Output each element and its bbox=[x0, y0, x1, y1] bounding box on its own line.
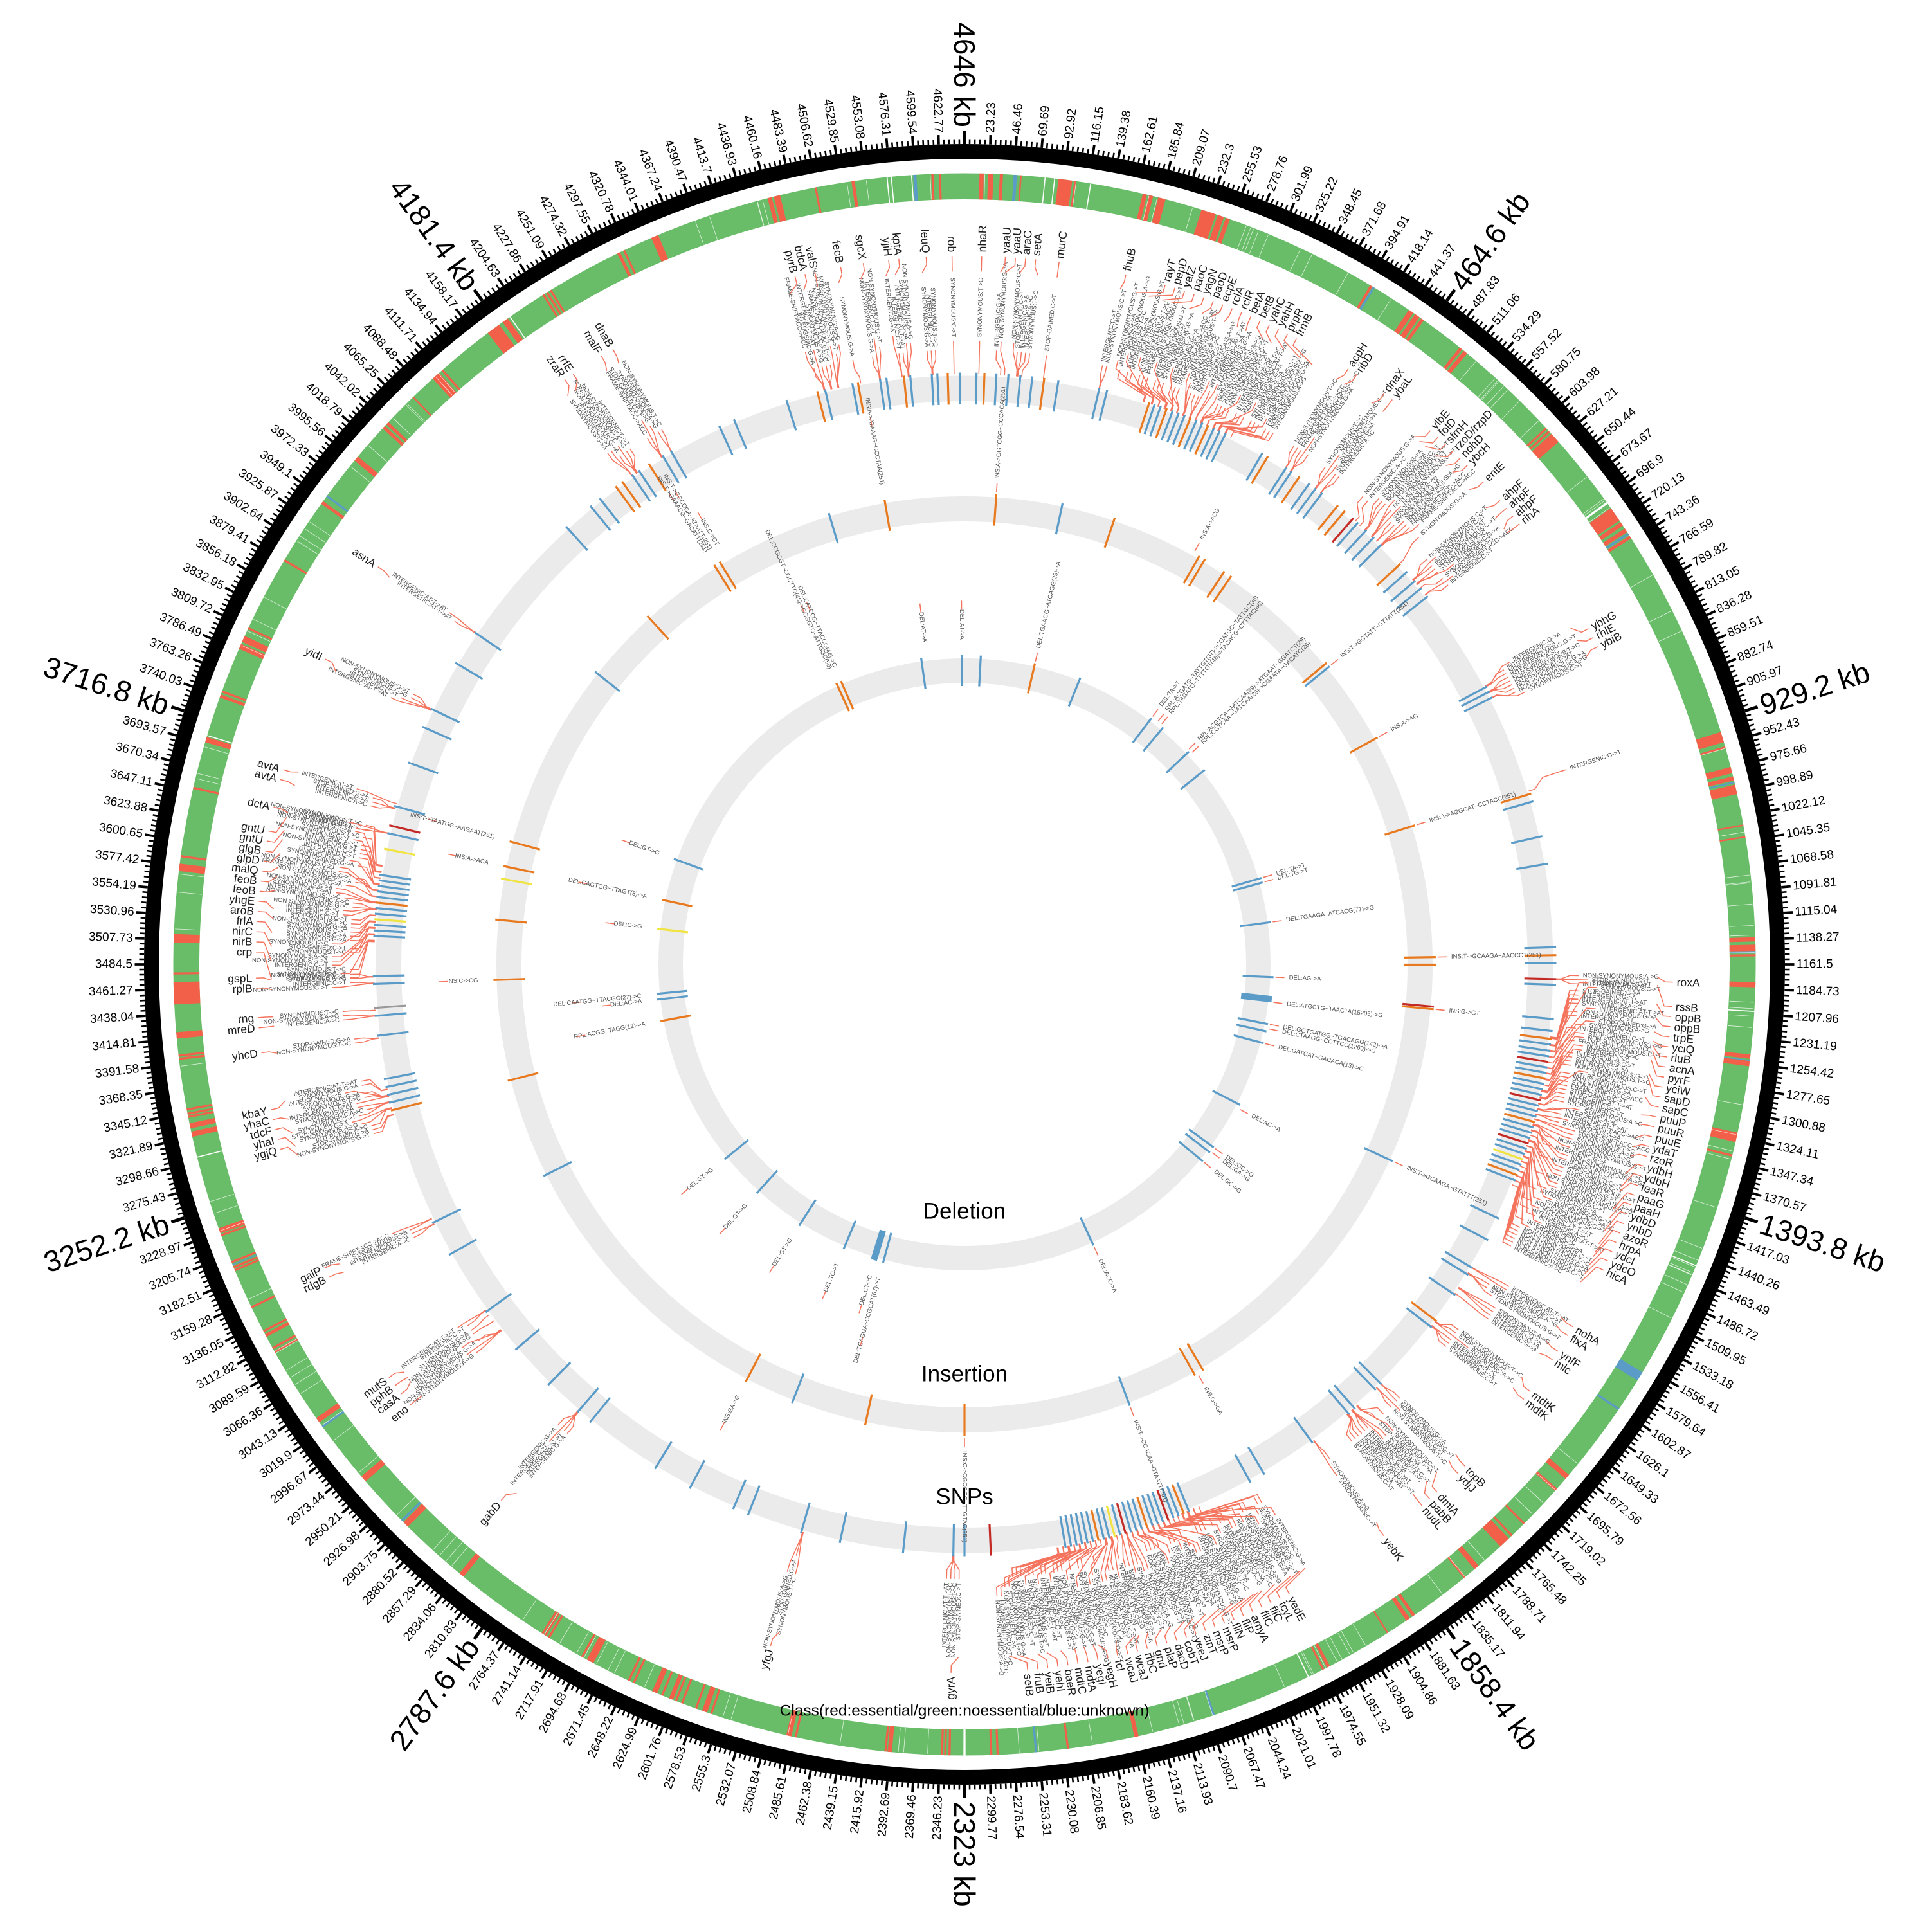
svg-text:DEL:AG->A: DEL:AG->A bbox=[1289, 974, 1321, 982]
svg-text:2369.46: 2369.46 bbox=[903, 1794, 919, 1839]
svg-text:roxA: roxA bbox=[1676, 976, 1700, 989]
svg-text:2299.77: 2299.77 bbox=[984, 1796, 999, 1840]
svg-text:rng: rng bbox=[237, 1011, 255, 1025]
svg-text:23.23: 23.23 bbox=[984, 102, 998, 133]
svg-text:3530.96: 3530.96 bbox=[89, 903, 134, 919]
svg-text:3507.73: 3507.73 bbox=[89, 930, 133, 945]
svg-text:SYNONYMOUS:C->T: SYNONYMOUS:C->T bbox=[949, 277, 957, 337]
svg-text:INS:C->CG: INS:C->CG bbox=[447, 977, 478, 986]
svg-text:Insertion: Insertion bbox=[921, 1362, 1008, 1387]
svg-text:INS:T->GCAAGA~AACCCT(251): INS:T->GCAAGA~AACCCT(251) bbox=[1451, 952, 1541, 961]
svg-text:1138.27: 1138.27 bbox=[1796, 930, 1840, 945]
svg-text:Class(red:essential/green:noes: Class(red:essential/green:noessential/bl… bbox=[780, 1702, 1150, 1720]
svg-text:69.69: 69.69 bbox=[1036, 105, 1052, 136]
svg-text:gspL: gspL bbox=[228, 971, 253, 985]
svg-text:46.46: 46.46 bbox=[1010, 103, 1026, 134]
svg-text:4599.54: 4599.54 bbox=[903, 89, 919, 134]
svg-text:nhaR: nhaR bbox=[975, 225, 989, 252]
svg-text:setA: setA bbox=[1029, 232, 1044, 256]
svg-text:3484.5: 3484.5 bbox=[95, 958, 132, 971]
svg-text:leuQ: leuQ bbox=[918, 229, 932, 253]
svg-text:SYNONYMOUS:T->C: SYNONYMOUS:T->C bbox=[976, 278, 984, 337]
svg-text:1184.73: 1184.73 bbox=[1796, 984, 1840, 998]
svg-text:3438.04: 3438.04 bbox=[89, 1010, 134, 1026]
svg-text:1115.04: 1115.04 bbox=[1795, 903, 1838, 919]
svg-text:setB: setB bbox=[1022, 1674, 1037, 1697]
svg-text:3461.27: 3461.27 bbox=[89, 984, 133, 998]
svg-text:1161.5: 1161.5 bbox=[1797, 958, 1833, 971]
svg-text:gyrA: gyrA bbox=[944, 1676, 957, 1700]
svg-text:Deletion: Deletion bbox=[923, 1199, 1006, 1224]
svg-text:2276.54: 2276.54 bbox=[1010, 1794, 1026, 1839]
svg-text:4622.77: 4622.77 bbox=[930, 89, 945, 133]
svg-text:kptA: kptA bbox=[890, 232, 905, 256]
svg-text:DEL:AT->A: DEL:AT->A bbox=[958, 609, 965, 640]
svg-text:SNPs: SNPs bbox=[936, 1485, 993, 1510]
svg-text:4646 kb: 4646 kb bbox=[948, 22, 981, 127]
svg-text:rob: rob bbox=[945, 236, 958, 253]
svg-text:1207.96: 1207.96 bbox=[1795, 1010, 1840, 1026]
svg-text:2346.23: 2346.23 bbox=[930, 1796, 945, 1840]
svg-text:2323 kb: 2323 kb bbox=[948, 1801, 981, 1907]
